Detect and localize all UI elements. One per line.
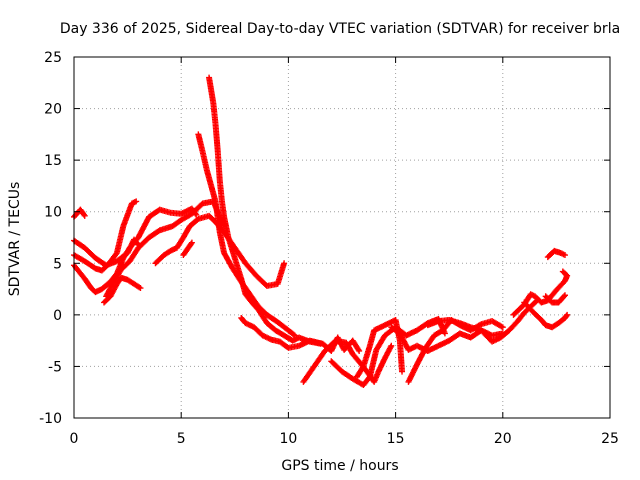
data-point xyxy=(136,284,143,291)
data-point xyxy=(193,211,200,218)
y-axis-label: SDTVAR / TECUs xyxy=(7,182,23,297)
plot-frame xyxy=(73,56,611,419)
data-point xyxy=(81,212,88,219)
x-tick-label: 5 xyxy=(177,431,186,447)
y-tick-label: 0 xyxy=(53,308,62,324)
x-axis-label: GPS time / hours xyxy=(281,458,398,474)
data-point xyxy=(561,293,568,300)
data-point xyxy=(281,260,288,267)
series-track-3 xyxy=(71,198,140,274)
series-track-19 xyxy=(521,299,571,331)
data-point xyxy=(188,240,195,247)
x-tick-label: 10 xyxy=(279,431,297,447)
series-track-20 xyxy=(542,292,568,306)
data-point xyxy=(561,252,568,259)
y-tick-label: -10 xyxy=(39,411,62,427)
series-track-9 xyxy=(195,131,298,339)
data-point xyxy=(137,285,144,292)
series-track-5 xyxy=(101,274,144,306)
data-point xyxy=(441,330,448,337)
series-track-12 xyxy=(300,337,395,385)
y-tick-label: 25 xyxy=(44,50,62,66)
data-point xyxy=(388,342,395,349)
series-track-8 xyxy=(180,239,195,259)
x-tick-label: 0 xyxy=(70,431,79,447)
data-point xyxy=(560,269,567,276)
y-tick-label: 20 xyxy=(44,102,62,118)
series-track-17 xyxy=(424,297,541,345)
series-track-6 xyxy=(103,198,228,300)
data-point xyxy=(356,347,363,354)
x-tick-label: 15 xyxy=(387,431,405,447)
data-point xyxy=(290,331,297,338)
data-point xyxy=(563,312,570,319)
chart-title: Day 336 of 2025, Sidereal Day-to-day VTE… xyxy=(60,21,620,37)
data-point xyxy=(564,311,571,318)
series-track-10 xyxy=(206,74,324,347)
series-track-13 xyxy=(328,315,448,388)
data-point xyxy=(355,346,362,353)
x-tick-label: 25 xyxy=(601,431,619,447)
grid-lines xyxy=(74,57,610,418)
data-point xyxy=(399,368,406,375)
series-track-21 xyxy=(544,247,568,261)
data-point xyxy=(188,239,195,246)
data-point xyxy=(499,324,506,331)
data-marks xyxy=(71,74,571,388)
data-point xyxy=(561,292,568,299)
series-track-11 xyxy=(238,314,363,354)
y-tick-label: 10 xyxy=(44,205,62,221)
y-tick-label: 5 xyxy=(53,256,62,272)
x-tick-label: 20 xyxy=(494,431,512,447)
data-point xyxy=(559,268,566,275)
y-tick-label: 15 xyxy=(44,153,62,169)
axes: 0 5 10 15 20 25 -10 -5 0 5 10 15 20 25 xyxy=(39,50,619,447)
data-point xyxy=(133,198,140,205)
data-point xyxy=(359,364,366,371)
y-tick-label: -5 xyxy=(48,359,62,375)
data-point xyxy=(80,211,87,218)
series-track-18 xyxy=(510,268,571,318)
